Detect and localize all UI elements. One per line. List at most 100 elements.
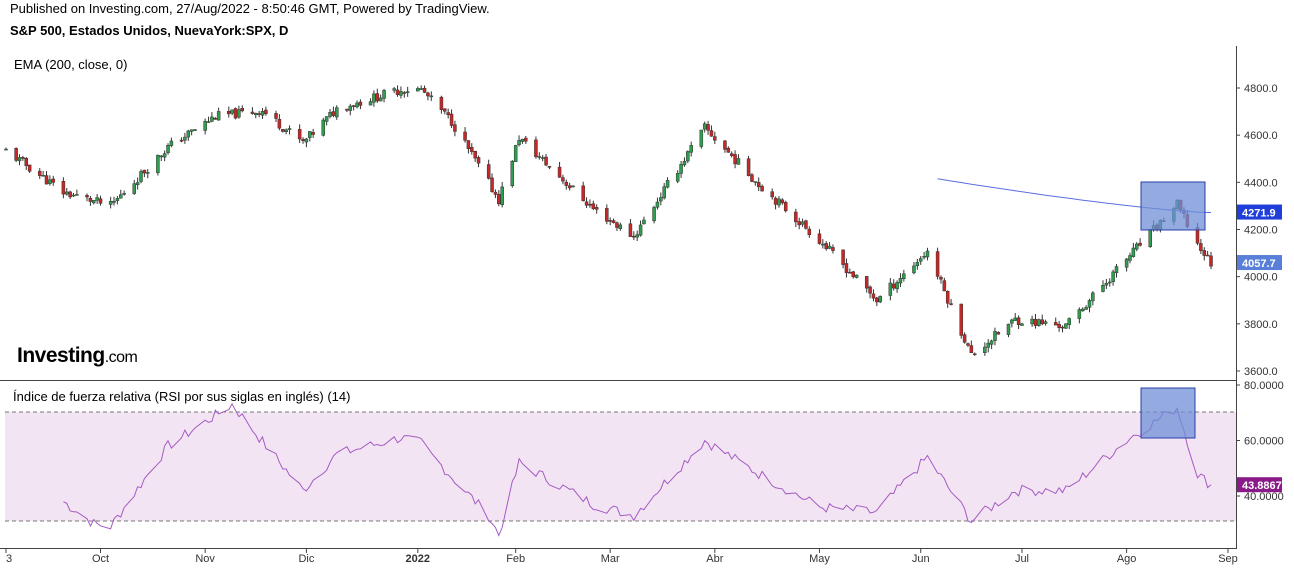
candle-body — [183, 136, 187, 141]
candle-body — [51, 178, 56, 183]
candle-body — [939, 276, 943, 280]
candle-body — [24, 158, 29, 167]
candle-body — [682, 161, 687, 166]
candle-body — [1205, 254, 1210, 257]
candle-body — [301, 139, 305, 141]
candle-body — [750, 174, 754, 182]
investing-logo: Investing.com — [17, 344, 138, 368]
candle-body — [1124, 258, 1129, 268]
candle-body — [500, 186, 504, 206]
candle-body — [807, 228, 812, 235]
candle-body — [1060, 326, 1065, 329]
candle-body — [665, 180, 670, 188]
candle-body — [1107, 281, 1112, 284]
candle-body — [773, 197, 778, 205]
candle-body — [206, 121, 211, 123]
rsi-indicator-label[interactable]: Índice de fuerza relativa (RSI por sus s… — [13, 389, 351, 404]
candle-body — [216, 111, 221, 121]
candle-body — [115, 198, 120, 202]
candle-body — [1114, 266, 1119, 274]
candle-body — [213, 117, 218, 120]
candle-body — [1006, 323, 1011, 335]
candle-body — [41, 175, 45, 177]
candle-body — [733, 154, 737, 165]
candle-body — [378, 97, 383, 102]
price-tick-label: 3600.0 — [1244, 366, 1278, 378]
candle-body — [824, 243, 828, 250]
candle-body — [841, 249, 845, 265]
candle-body — [240, 108, 245, 112]
candle-body — [1064, 323, 1068, 329]
candle-body — [996, 332, 1001, 335]
candle-body — [1016, 317, 1021, 325]
candle-body — [1080, 308, 1085, 312]
candle-body — [169, 140, 174, 146]
candle-body — [615, 222, 619, 228]
candle-body — [470, 147, 474, 152]
price-axis[interactable]: 4800.0 4600.0 4400.0 4200.0 4000.0 3800.0 3600… — [1236, 83, 1278, 378]
candle-body — [736, 158, 741, 165]
candle-body — [27, 164, 32, 172]
candle-body — [797, 221, 801, 226]
rsi-band — [5, 412, 1236, 521]
candle-body — [868, 286, 872, 294]
candle-body — [770, 191, 774, 198]
candle-body — [1057, 324, 1061, 328]
logo-main: Investing — [17, 344, 105, 367]
candle-body — [1202, 250, 1206, 256]
candle-body — [652, 207, 656, 222]
candle-body — [611, 220, 616, 224]
rsi-tick-label: 40.0000 — [1244, 491, 1284, 503]
candle-body — [642, 219, 646, 225]
candle-body — [179, 139, 184, 142]
candle-body — [132, 183, 137, 194]
candle-body — [372, 93, 376, 103]
candle-body — [605, 208, 609, 222]
candle-body — [186, 130, 191, 138]
candle-body — [108, 201, 113, 205]
candle-body — [210, 116, 214, 122]
candle-body — [817, 233, 822, 244]
candle-body — [777, 198, 781, 206]
candle-body — [335, 107, 339, 118]
candle-body — [959, 303, 963, 336]
candle-body — [780, 199, 785, 204]
candle-body — [1010, 319, 1014, 324]
candle-body — [902, 273, 906, 279]
candle-body — [1101, 284, 1105, 292]
candle-body — [14, 148, 18, 161]
time-tick-label: Sep — [1218, 553, 1238, 565]
candle-body — [821, 243, 825, 246]
candle-body — [942, 280, 947, 292]
candle-body — [48, 179, 52, 184]
time-tick-label: 2022 — [406, 553, 430, 565]
time-tick-label: Mar — [601, 553, 620, 565]
candle-body — [287, 128, 292, 130]
candle-body — [466, 140, 471, 149]
candle-body — [794, 211, 798, 223]
candle-body — [760, 185, 764, 192]
candle-body — [540, 157, 545, 159]
candle-body — [638, 224, 643, 236]
rsi-line — [63, 402, 1212, 537]
candle-body — [254, 112, 258, 116]
candle-body — [1030, 318, 1034, 325]
rsi-tick-label: 60.0000 — [1244, 436, 1284, 448]
rsi-axis[interactable]: 80.0000 60.0000 40.0000 — [1236, 380, 1284, 503]
candle-body — [497, 193, 501, 205]
candles-group — [4, 85, 1213, 356]
ema-indicator-label[interactable]: EMA (200, close, 0) — [14, 57, 128, 72]
candle-body — [608, 220, 612, 222]
candle-body — [864, 276, 869, 289]
candle-body — [709, 130, 714, 137]
candle-body — [71, 194, 76, 197]
candle-body — [510, 160, 515, 187]
candle-body — [1077, 309, 1082, 319]
candle-body — [146, 172, 150, 174]
candle-body — [1087, 300, 1092, 308]
close-value-tag-bg — [1237, 255, 1282, 271]
candle-body — [351, 105, 356, 107]
time-axis[interactable]: 3 Oct Nov Dic 2022 Feb Mar Abr May Jun Jul Ago Sep — [5, 548, 1238, 565]
candle-body — [1084, 307, 1088, 310]
